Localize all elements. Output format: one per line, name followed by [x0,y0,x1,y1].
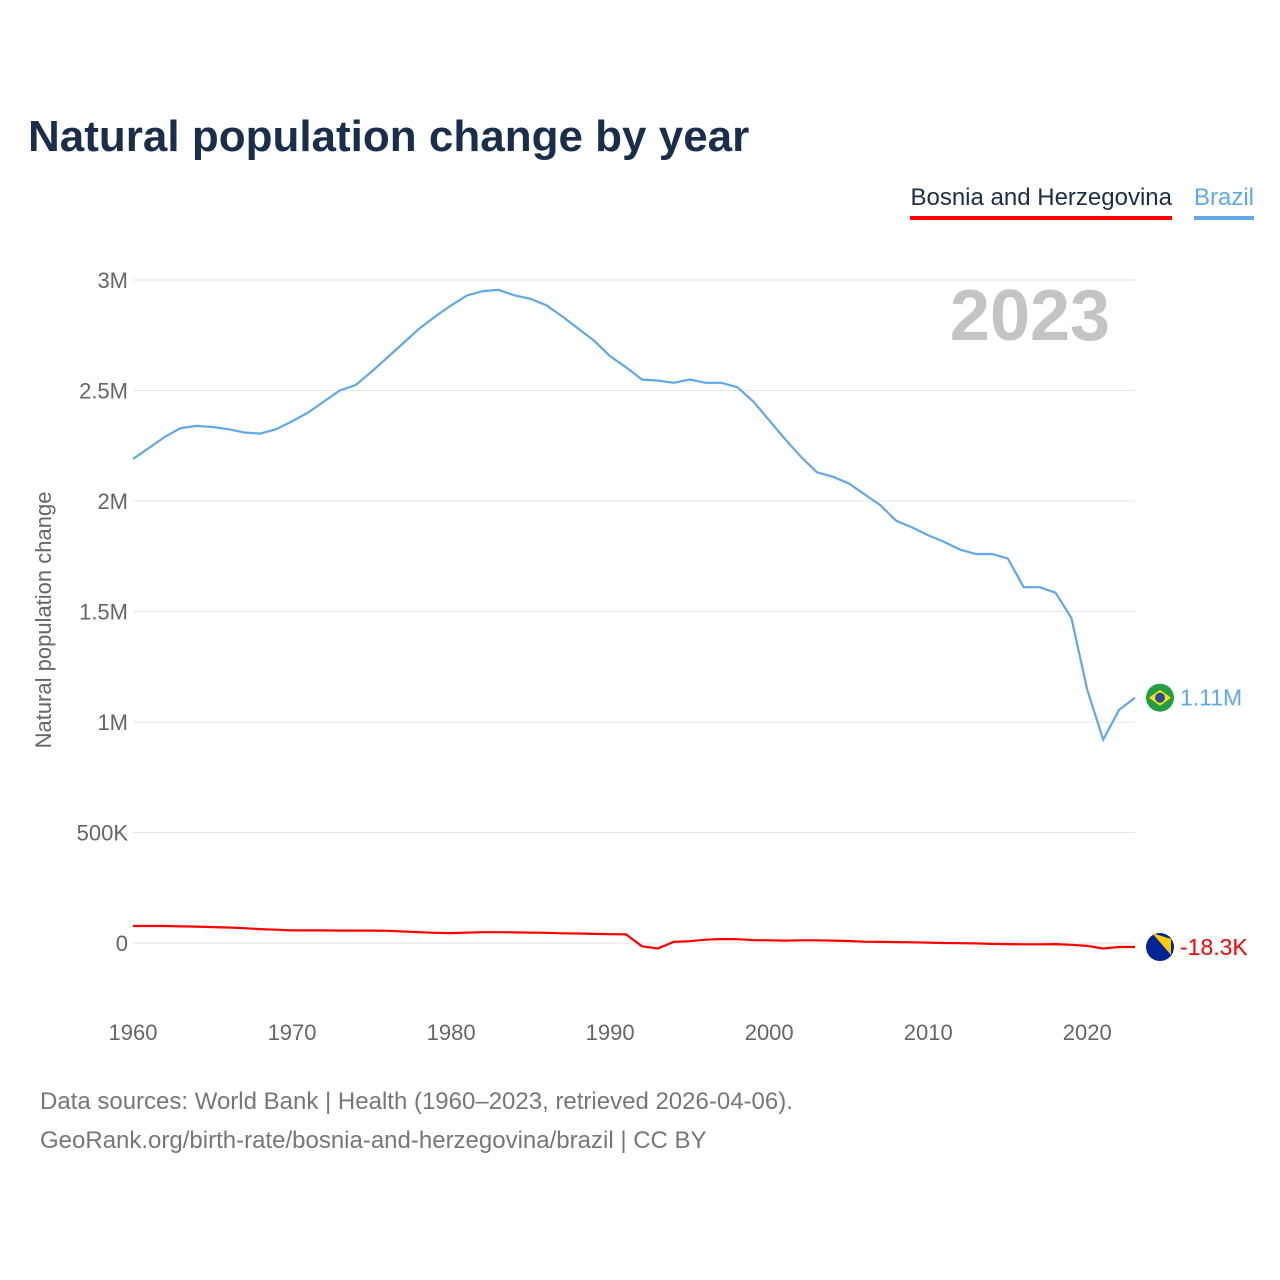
x-tick-label: 1960 [109,1020,158,1045]
brazil-flag-icon [1146,683,1174,712]
x-tick-label: 2020 [1063,1020,1112,1045]
footer-link[interactable]: GeoRank.org/birth-rate/bosnia-and-herzeg… [40,1127,707,1154]
y-tick-label: 1.5M [79,600,128,625]
legend-item-brazil[interactable]: Brazil [1193,184,1254,220]
plot-area: 0 500K 1M 1.5M 2M 2.5M 3M 1960 1970 1980 1990 2000 2… [31,268,1248,1045]
x-tick-label: 1970 [268,1020,317,1045]
x-tick-label: 1990 [586,1020,635,1045]
x-tick-label: 2000 [745,1020,794,1045]
footer-source: Data sources: World Bank | Health (1960–… [40,1088,793,1115]
y-axis-label: Natural population change [31,492,56,749]
bosnia-flag-icon [1146,933,1174,962]
x-tick-label: 2010 [904,1020,953,1045]
y-tick-label: 2.5M [79,379,128,404]
y-tick-label: 3M [97,268,128,293]
series-line-brazil [132,288,1136,743]
x-tick-label: 1980 [427,1020,476,1045]
end-value-label: 1.11M [1180,685,1242,711]
chart-title: Natural population change by year [28,112,750,161]
y-tick-label: 500K [77,821,129,846]
legend-item-bosnia[interactable]: Bosnia and Herzegovina [910,184,1172,220]
y-tick-label: 0 [116,931,128,956]
y-tick-label: 1M [97,710,128,735]
y-tick-label: 2M [97,489,128,514]
legend: Bosnia and Herzegovina Brazil [910,184,1254,220]
series-line-bosnia [133,924,1135,950]
year-watermark: 2023 [950,276,1110,356]
end-value-label: -18.3K [1180,934,1248,960]
